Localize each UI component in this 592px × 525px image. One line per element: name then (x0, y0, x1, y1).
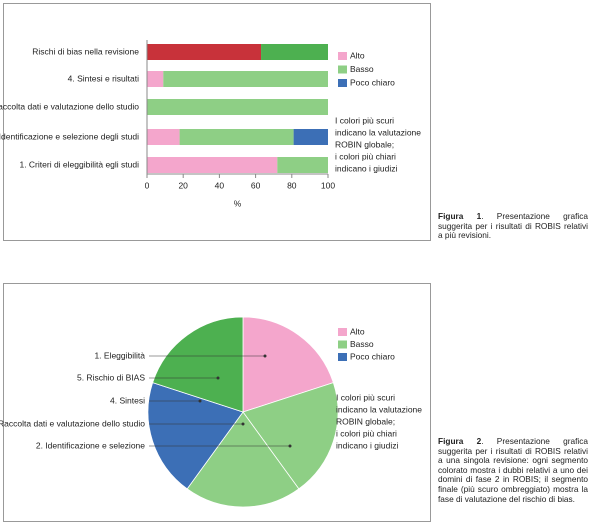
legend-swatch (338, 65, 347, 74)
legend-swatch (338, 52, 347, 60)
legend-swatch (338, 328, 347, 336)
slice-label: 2. Identificazione e selezione (36, 440, 145, 450)
note: indicano la valutazione (335, 127, 421, 137)
legend-label: Alto (350, 326, 365, 336)
bar-segment (147, 129, 180, 145)
y-tick-label: 3. Raccolta dati e valutazione dello stu… (0, 101, 139, 111)
legend-label: Alto (350, 50, 365, 60)
y-tick-label: 4. Sintesi e risultati (68, 73, 139, 83)
legend-swatch (338, 353, 347, 361)
legend-label: Basso (350, 64, 374, 74)
slice-label: 4. Sintesi (110, 395, 145, 405)
x-tick-label: 0 (145, 180, 150, 190)
caption: Figura 1. Presentazione grafica suggerit… (438, 211, 588, 241)
figure-frame (3, 3, 431, 241)
x-tick-label: 80 (287, 180, 297, 190)
note: indicano la valutazione (336, 404, 422, 414)
note: i colori più chiari (336, 428, 397, 438)
bar-segment (179, 129, 294, 145)
bar-segment (147, 44, 262, 60)
pie-slice (152, 316, 244, 413)
legend-swatch (338, 79, 347, 87)
x-tick-label: 100 (321, 180, 335, 190)
pie-slice (242, 316, 334, 413)
note: ROBIN globale; (335, 139, 394, 149)
x-tick-label: 60 (251, 180, 261, 190)
bar-segment (277, 157, 328, 173)
pie-slice (242, 382, 339, 490)
note: i colori più chiari (335, 151, 396, 161)
caption-label: Figura 1 (438, 211, 482, 221)
note: I colori più scuri (336, 392, 395, 402)
note: indicano i giudizi (336, 440, 398, 450)
bar-segment (293, 129, 328, 145)
pie-slice (147, 382, 244, 490)
y-tick-label: 1. Criteri di eleggibilità egli studi (19, 159, 139, 169)
leader-dot (263, 354, 267, 358)
pie-slice (186, 411, 300, 508)
x-tick-label: 40 (215, 180, 225, 190)
leader-dot (216, 376, 220, 380)
legend-swatch (338, 340, 347, 349)
bar-segment (147, 99, 328, 115)
slice-label: 5. Rischio di BIAS (77, 372, 145, 382)
note: I colori più scuri (335, 115, 394, 125)
slice-label: 1. Eleggibilità (94, 350, 145, 360)
y-tick-label: Rischi di bias nella revisione (32, 46, 139, 56)
y-tick-label: 2. Identificazione e selezione degli stu… (0, 131, 139, 141)
bar-segment (147, 157, 278, 173)
bar-segment (147, 71, 164, 87)
leader-dot (288, 444, 292, 448)
figure-frame (3, 283, 431, 522)
bar-segment (163, 71, 328, 87)
note: ROBIN globale; (336, 416, 395, 426)
caption-text: . Presentazione grafica suggerita per i … (438, 436, 588, 504)
slice-label: 3. Raccolta dati e valutazione dello stu… (0, 418, 145, 428)
bar-segment (261, 44, 328, 60)
caption-text: . Presentazione grafica suggerita per i … (438, 211, 588, 241)
x-tick-label: 20 (178, 180, 188, 190)
leader-dot (241, 422, 245, 426)
caption-label: Figura 2 (438, 436, 482, 446)
legend-label: Basso (350, 339, 374, 349)
caption: Figura 2. Presentazione grafica suggerit… (438, 436, 588, 504)
x-axis-label: % (234, 198, 242, 208)
legend-label: Poco chiaro (350, 351, 395, 361)
note: indicano i giudizi (335, 163, 397, 173)
legend-label: Poco chiaro (350, 77, 395, 87)
leader-dot (198, 399, 202, 403)
